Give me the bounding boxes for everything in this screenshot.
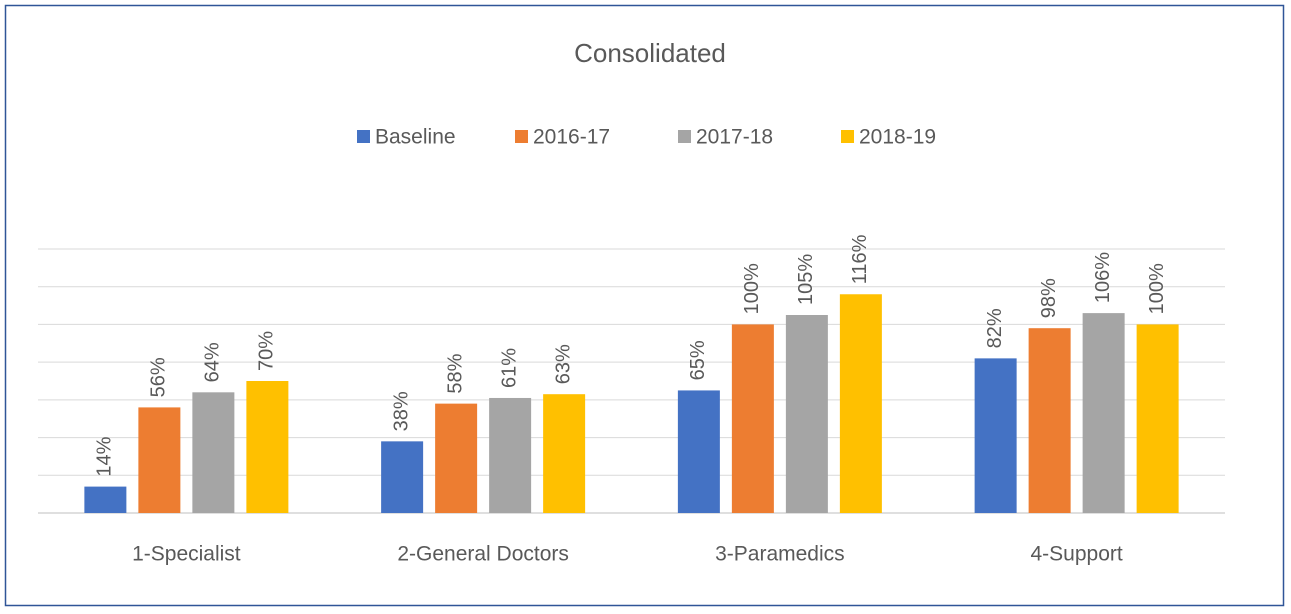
legend-label: 2017-18 [696,126,773,149]
data-label: 70% [256,331,278,371]
data-label: 98% [1038,278,1060,318]
x-tick-label: 3-Paramedics [715,543,845,566]
data-label: 14% [94,436,116,476]
bar [435,403,478,513]
bar [839,294,882,513]
data-label: 65% [687,340,709,380]
data-label: 106% [1092,252,1114,303]
bar [192,392,235,513]
bar [489,397,532,513]
legend-swatch [841,130,854,143]
data-label: 58% [444,353,466,393]
legend-label: 2016-17 [533,126,610,149]
x-tick-label: 2-General Doctors [397,543,569,566]
x-tick-label: 4-Support [1031,543,1123,566]
data-label: 38% [390,391,412,431]
data-label: 100% [1146,263,1168,314]
bar [246,381,289,513]
data-label: 63% [552,344,574,384]
legend-swatch [357,130,370,143]
bar [1082,313,1125,513]
bar [974,358,1017,513]
bar [381,441,424,513]
legend-swatch [515,130,528,143]
chart-border [4,4,1285,607]
data-label: 116% [849,234,871,284]
data-label: 82% [984,308,1006,348]
bar [84,486,127,513]
bar [785,315,828,513]
legend-label: 2018-19 [859,126,936,149]
x-tick-label: 1-Specialist [132,543,241,566]
data-label: 64% [202,342,224,382]
bar [138,407,181,513]
legend-label: Baseline [375,126,456,149]
data-label: 100% [741,263,763,314]
data-label: 61% [498,348,520,388]
bar [731,324,774,513]
legend-swatch [678,130,691,143]
bar [1136,324,1179,513]
data-label: 105% [795,254,817,305]
bar [543,394,586,513]
bar [1028,328,1071,513]
bar [677,390,720,513]
data-label: 56% [148,357,170,397]
chart-title: Consolidated [574,38,726,68]
